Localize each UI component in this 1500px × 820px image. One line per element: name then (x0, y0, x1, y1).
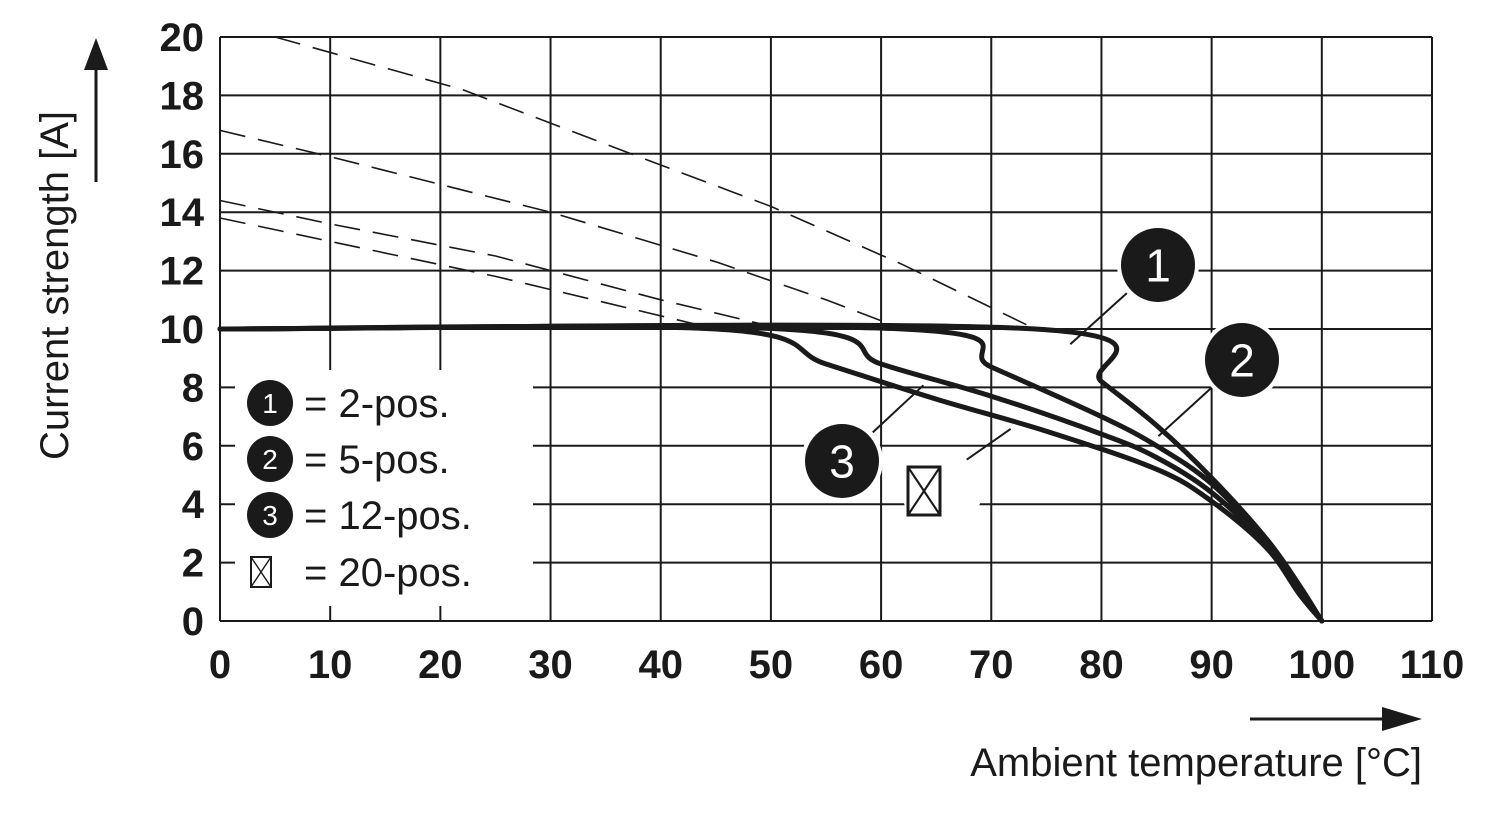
badge-circle (1205, 323, 1279, 397)
y-tick-label: 16 (160, 133, 205, 177)
badge-label: 2 (1229, 335, 1255, 387)
legend-label: = 5-pos. (304, 438, 450, 482)
extrapolation-line (274, 36, 1036, 330)
callout-leader (872, 384, 925, 434)
legend-items: 1 = 2-pos. 2 = 5-pos. 3 = 12-pos. = 20-pos. (247, 380, 472, 595)
axis-ticks: 0 10 20 30 40 50 60 70 80 90 100 110024681012141618… (160, 16, 1465, 687)
y-tick-label: 20 (160, 16, 205, 60)
y-tick-label: 0 (182, 600, 204, 644)
x-tick-label: 90 (1189, 643, 1234, 687)
badge-circle (805, 424, 879, 498)
derating-curves (217, 322, 1325, 624)
x-axis-title: Ambient temperature [°C] (970, 707, 1422, 785)
x-tick-label: 30 (528, 643, 573, 687)
extrapolation-line (219, 129, 904, 330)
badge-label: 3 (829, 436, 855, 488)
y-tick-label: 2 (182, 542, 204, 586)
y-tick-label: 8 (182, 366, 204, 410)
x-tick-label: 80 (1079, 643, 1124, 687)
badge-label: 1 (1145, 240, 1171, 292)
badge-label: 2 (262, 444, 278, 475)
extrapolation-line (219, 217, 716, 330)
y-tick-label: 6 (182, 425, 204, 469)
y-axis-arrow-icon (84, 38, 108, 70)
x-axis-label: Ambient temperature [°C] (970, 741, 1422, 785)
y-axis-title: Current strength [A] (33, 38, 108, 460)
series-callouts: 1 2 3 (801, 224, 1283, 531)
x-tick-label: 20 (418, 643, 463, 687)
y-tick-label: 12 (160, 250, 205, 294)
box-x-icon-stroke (907, 466, 941, 516)
x-tick-label: 10 (308, 643, 353, 687)
x-tick-label: 70 (969, 643, 1014, 687)
x-tick-label: 100 (1288, 643, 1355, 687)
x-tick-label: 0 (209, 643, 231, 687)
y-tick-label: 18 (160, 74, 205, 118)
x-tick-label: 110 (1400, 643, 1465, 687)
badge-label: 3 (262, 500, 278, 531)
y-tick-label: 4 (182, 483, 205, 527)
x-tick-label: 50 (749, 643, 794, 687)
badge-circle (247, 380, 293, 426)
legend-label: = 12-pos. (304, 494, 472, 538)
badge-circle (247, 492, 293, 538)
x-axis-arrow-icon (1382, 707, 1422, 731)
callout-leader (1157, 387, 1212, 437)
x-tick-label: 60 (859, 643, 904, 687)
y-tick-label: 10 (160, 308, 205, 352)
legend-label: = 2-pos. (304, 382, 450, 426)
badge-label: 1 (262, 388, 278, 419)
x-tick-label: 40 (638, 643, 683, 687)
derating-curve (217, 323, 1325, 624)
y-tick-label: 14 (160, 191, 205, 235)
box-x-icon-stroke (250, 556, 272, 588)
badge-circle (247, 436, 293, 482)
callout-leader (960, 428, 1012, 465)
extrapolation-line (219, 199, 783, 330)
y-axis-label: Current strength [A] (33, 111, 77, 460)
badge-circle (1121, 228, 1195, 302)
legend-box: 1 = 2-pos. 2 = 5-pos. 3 = 12-pos. = 20-pos. (235, 370, 533, 606)
callout-leader (1069, 292, 1128, 345)
extrapolation-lines (219, 36, 1036, 330)
legend-label: = 20-pos. (304, 551, 472, 595)
